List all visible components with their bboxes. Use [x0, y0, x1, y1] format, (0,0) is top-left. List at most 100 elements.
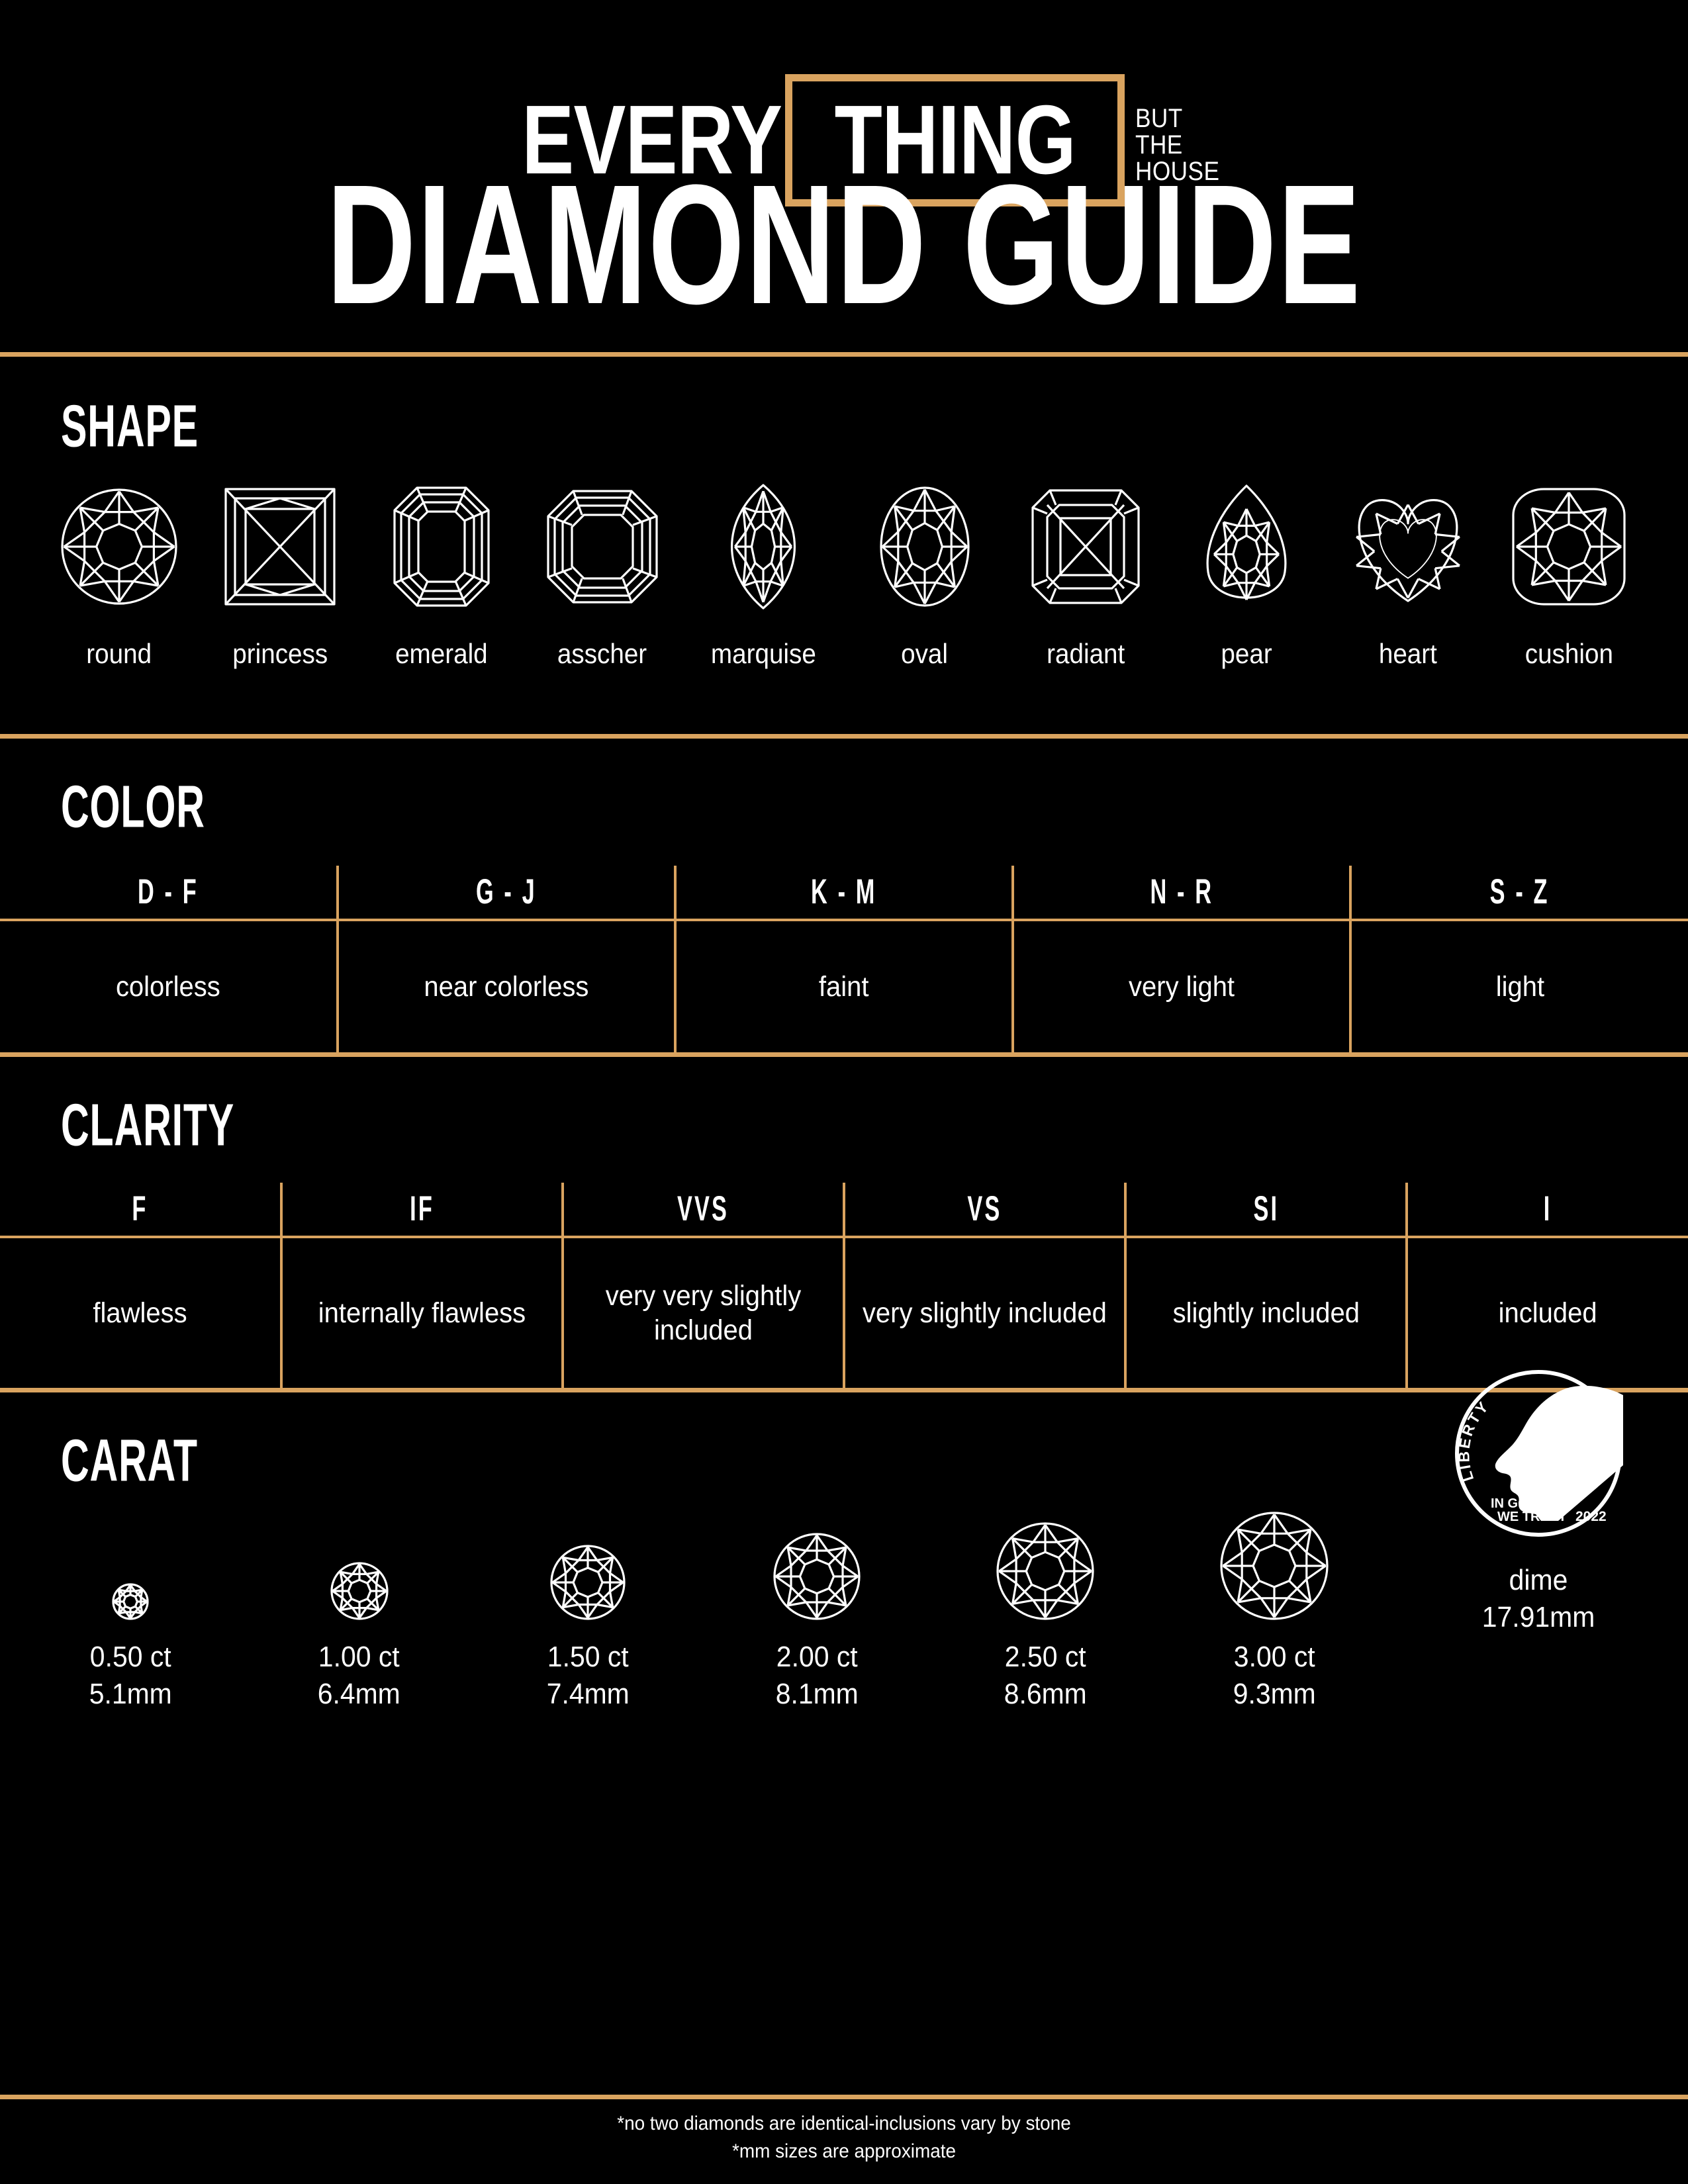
section-clarity: CLARITY F IF VVS VS SI I flawless internally f… — [0, 1057, 1688, 1388]
shape-item-asscher: asscher — [536, 484, 669, 668]
shape-list: round princess emerald asscher marquise ov… — [0, 484, 1688, 668]
color-description-label: near colorless — [424, 971, 589, 1003]
marquise-diamond-icon — [724, 484, 802, 610]
color-grade-header: N - R — [1011, 866, 1352, 921]
clarity-heading: CLARITY — [61, 1091, 235, 1159]
page-title: DIAMOND GUIDE — [326, 150, 1362, 340]
round-diamond-icon — [60, 484, 179, 610]
section-carat: CARAT LIBERTY IN GOD WE TRUST — [0, 1370, 1688, 1856]
divider-above-carat — [0, 1388, 1688, 1392]
dime-year: 2022 — [1575, 1509, 1607, 1524]
shape-item-princess: princess — [214, 484, 346, 668]
clarity-description-label: included — [1499, 1297, 1597, 1329]
carat-size: 9.3mm — [1233, 1678, 1316, 1710]
carat-size: 8.6mm — [1004, 1678, 1087, 1710]
color-grade-label: D - F — [138, 872, 199, 911]
logo-tagline: BUT THE HOUSE — [1135, 74, 1231, 206]
carat-item-100ct: 1.00 ct 6.4mm — [277, 1482, 442, 1713]
clarity-description-cell: internally flawless — [280, 1236, 564, 1388]
carat-item-150ct: 1.50 ct 7.4mm — [505, 1482, 671, 1713]
clarity-grade-header: VVS — [561, 1183, 845, 1238]
clarity-description-label: slightly included — [1172, 1297, 1360, 1329]
color-grade-header: D - F — [0, 866, 339, 921]
shape-heading: SHAPE — [61, 392, 199, 460]
shape-item-oval: oval — [859, 484, 991, 668]
logo-every-text: EVERY — [522, 85, 783, 195]
carat-size: 6.4mm — [318, 1678, 401, 1710]
carat-item-050ct: 0.50 ct 5.1mm — [48, 1482, 213, 1713]
clarity-description-label: flawless — [93, 1297, 187, 1329]
clarity-grade-header: I — [1405, 1183, 1688, 1238]
clarity-grade-label: VVS — [677, 1189, 729, 1228]
section-shape: SHAPE round princess emerald asscher marqu… — [0, 357, 1688, 734]
clarity-header-row: F IF VVS VS SI I — [0, 1183, 1688, 1238]
shape-item-round: round — [53, 484, 185, 668]
color-description-label: very light — [1128, 971, 1235, 1003]
asscher-diamond-icon — [545, 484, 659, 610]
clarity-description-label: internally flawless — [318, 1297, 526, 1329]
clarity-grade-label: IF — [410, 1189, 434, 1228]
shape-label: asscher — [557, 638, 647, 669]
dime-motto-line2: WE TRUST — [1497, 1510, 1566, 1524]
carat-label: 2.00 ct 8.1mm — [775, 1639, 858, 1713]
shape-label: radiant — [1046, 638, 1125, 669]
carat-size: 7.4mm — [546, 1678, 630, 1710]
color-heading: COLOR — [61, 772, 205, 841]
dime-size: 17.91mm — [1481, 1601, 1595, 1633]
shape-label: marquise — [710, 638, 816, 669]
carat-item-200ct: 2.00 ct 8.1mm — [734, 1482, 900, 1713]
princess-diamond-icon — [223, 484, 337, 610]
color-description-cell: very light — [1011, 919, 1352, 1052]
color-grade-header: K - M — [674, 866, 1014, 921]
carat-size: 5.1mm — [89, 1678, 172, 1710]
color-description-cell: light — [1349, 919, 1688, 1052]
color-value-row: colorless near colorless faint very light li… — [0, 919, 1688, 1052]
clarity-grade-label: F — [132, 1189, 148, 1228]
shape-label: heart — [1378, 638, 1437, 669]
color-description-cell: colorless — [0, 919, 339, 1052]
shape-item-radiant: radiant — [1019, 484, 1152, 668]
footnote-2: *mm sizes are approximate — [731, 2140, 957, 2162]
divider-above-color — [0, 734, 1688, 739]
divider-above-clarity — [0, 1052, 1688, 1057]
color-grade-label: N - R — [1150, 872, 1213, 911]
carat-label: 0.50 ct 5.1mm — [89, 1639, 171, 1713]
dime-reference: LIBERTY IN GOD WE TRUST 2022 dime 17.91m… — [1452, 1367, 1624, 1636]
carat-weight: 1.00 ct — [318, 1641, 400, 1673]
shape-label: round — [86, 638, 152, 669]
clarity-description-label: very slightly included — [863, 1297, 1107, 1329]
round-diamond-icon — [111, 1482, 150, 1621]
radiant-diamond-icon — [1030, 484, 1141, 610]
dime-name: dime — [1509, 1564, 1568, 1596]
dime-coin-icon: LIBERTY IN GOD WE TRUST 2022 — [1455, 1370, 1623, 1537]
logo-tagline-the: THE — [1135, 130, 1183, 159]
round-diamond-icon — [549, 1482, 627, 1621]
heart-diamond-icon — [1349, 484, 1467, 610]
carat-heading: CARAT — [61, 1426, 198, 1494]
color-grade-label: S - Z — [1490, 872, 1550, 911]
clarity-grade-header: F — [0, 1183, 283, 1238]
shape-label: emerald — [395, 638, 488, 669]
section-color: COLOR D - F G - J K - M N - R S - Z colorles… — [0, 739, 1688, 1052]
shape-item-heart: heart — [1342, 484, 1474, 668]
carat-label: 3.00 ct 9.3mm — [1233, 1639, 1315, 1713]
color-description-label: light — [1495, 971, 1544, 1003]
divider-above-footer — [0, 2095, 1688, 2099]
color-grade-label: G - J — [476, 872, 537, 911]
oval-diamond-icon — [878, 484, 971, 610]
color-description-label: colorless — [116, 971, 220, 1003]
pear-diamond-icon — [1202, 484, 1291, 610]
shape-label: princess — [232, 638, 328, 669]
carat-label: 2.50 ct 8.6mm — [1004, 1639, 1087, 1713]
brand-logo: EVERY THING BUT THE HOUSE — [0, 0, 1688, 206]
color-description-cell: near colorless — [336, 919, 677, 1052]
round-diamond-icon — [772, 1482, 862, 1621]
round-diamond-icon — [329, 1482, 390, 1621]
carat-weight: 0.50 ct — [89, 1641, 171, 1673]
clarity-description-cell: very slightly included — [843, 1236, 1127, 1388]
carat-weight: 2.50 ct — [1004, 1641, 1086, 1673]
footer-notes: *no two diamonds are identical-inclusion… — [0, 2085, 1688, 2165]
carat-weight: 3.00 ct — [1233, 1641, 1315, 1673]
carat-item-300ct: 3.00 ct 9.3mm — [1192, 1482, 1357, 1713]
